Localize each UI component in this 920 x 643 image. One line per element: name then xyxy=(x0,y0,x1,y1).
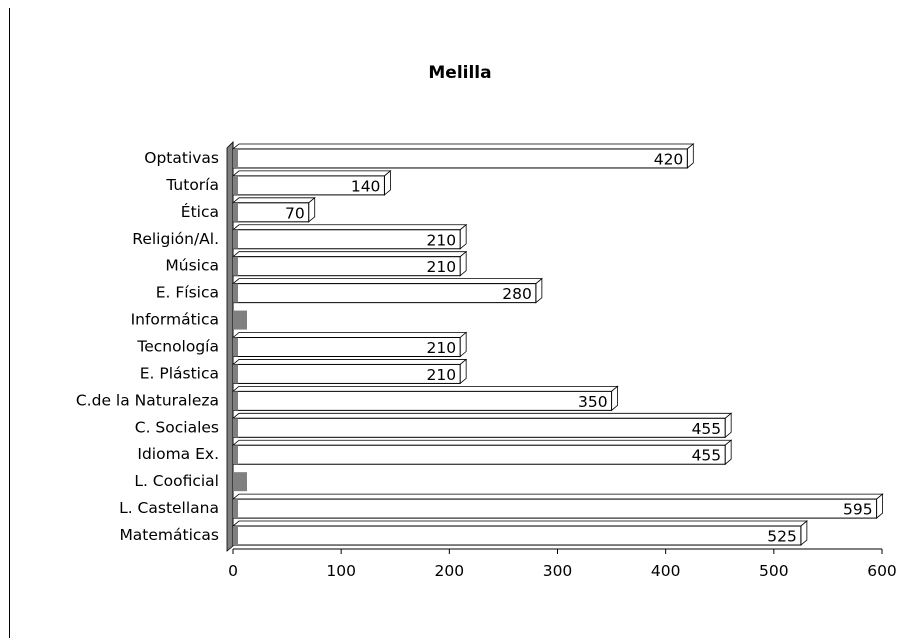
category-label: L. Cooficial xyxy=(134,472,219,490)
bar-value-label: 595 xyxy=(843,501,873,519)
bar-wall-shadow xyxy=(233,148,238,168)
x-tick-label: 500 xyxy=(759,562,789,580)
bar-top-face xyxy=(231,224,468,231)
bar-wall-shadow xyxy=(233,202,238,222)
chart-title: Melilla xyxy=(428,63,491,83)
bar xyxy=(232,444,726,465)
bar-wall-shadow xyxy=(233,526,238,546)
bar-top-face xyxy=(231,520,808,527)
bar-value-label: 350 xyxy=(578,393,608,411)
bar-wall-shadow xyxy=(233,391,238,411)
bar-wall-shadow xyxy=(233,364,238,384)
bar-top-face xyxy=(231,278,543,285)
category-label: E. Física xyxy=(156,284,219,302)
x-tick-label: 400 xyxy=(651,562,681,580)
category-label: Religión/Al. xyxy=(132,230,219,248)
bar-wall-shadow xyxy=(233,175,238,195)
category-label: C.de la Naturaleza xyxy=(76,391,219,409)
bar xyxy=(232,417,726,438)
bar-value-label: 70 xyxy=(285,204,305,222)
category-label: L. Castellana xyxy=(119,499,219,517)
wall-side xyxy=(226,141,234,552)
category-label: C. Sociales xyxy=(135,418,219,436)
category-label: Optativas xyxy=(144,149,219,167)
x-tick-label: 600 xyxy=(867,562,897,580)
bar-wall-shadow xyxy=(233,418,238,438)
category-label: Idioma Ex. xyxy=(137,445,219,463)
bar-wall-shadow xyxy=(233,445,238,465)
x-tick-label: 100 xyxy=(326,562,356,580)
bar-top-face xyxy=(231,359,468,365)
empty-bar-stub xyxy=(233,472,247,492)
category-label: E. Plástica xyxy=(140,364,219,382)
x-tick-label: 200 xyxy=(435,562,465,580)
frame-left-border xyxy=(9,8,10,638)
bar-top-face xyxy=(231,251,468,258)
bar-value-label: 455 xyxy=(692,420,722,438)
category-labels: Optativas Tutoría Ética Religión/Al. Música E… xyxy=(76,149,219,544)
category-label: Tutoría xyxy=(165,176,219,194)
bar-value-label: 420 xyxy=(654,150,684,168)
empty-bar-stub xyxy=(233,310,247,330)
category-label: Matemáticas xyxy=(119,526,219,544)
bar-top-face xyxy=(231,143,695,150)
bars-group: 420 140 70 210 210 280 210 210 350 455 455 595 525 xyxy=(231,143,884,546)
bar-value-label: 210 xyxy=(427,258,457,276)
bar xyxy=(232,283,537,304)
bar-wall-shadow xyxy=(233,229,238,249)
bar-top-face xyxy=(231,412,733,419)
bar-value-label: 210 xyxy=(427,231,457,249)
category-label: Ética xyxy=(181,202,219,221)
bar-top-face xyxy=(231,493,884,500)
x-axis: 0 100 200 300 400 500 600 xyxy=(228,548,897,580)
bar-wall-shadow xyxy=(233,283,238,303)
bar-wall-shadow xyxy=(233,337,238,357)
bar-value-label: 140 xyxy=(351,177,381,195)
bar xyxy=(232,525,802,546)
bar-top-face xyxy=(231,332,468,338)
bar xyxy=(232,148,688,169)
bar-top-face xyxy=(231,197,316,204)
bar-wall-shadow xyxy=(233,499,238,519)
category-label: Tecnología xyxy=(136,338,219,356)
bar-wall-shadow xyxy=(233,256,238,276)
bar-value-label: 525 xyxy=(767,528,797,546)
chart-wall xyxy=(226,141,234,552)
bar-value-label: 210 xyxy=(427,366,457,384)
bar xyxy=(232,498,878,519)
bar-value-label: 280 xyxy=(502,285,532,303)
bar xyxy=(232,390,613,411)
x-tick-label: 300 xyxy=(543,562,573,580)
bar-top-face xyxy=(231,385,619,392)
category-label: Informática xyxy=(131,311,219,329)
category-label: Música xyxy=(165,257,219,275)
bar-value-label: 210 xyxy=(427,339,457,357)
bar-top-face xyxy=(231,439,733,446)
bar-value-label: 455 xyxy=(692,447,722,465)
x-tick-label: 0 xyxy=(228,562,238,580)
bar-top-face xyxy=(231,170,392,177)
